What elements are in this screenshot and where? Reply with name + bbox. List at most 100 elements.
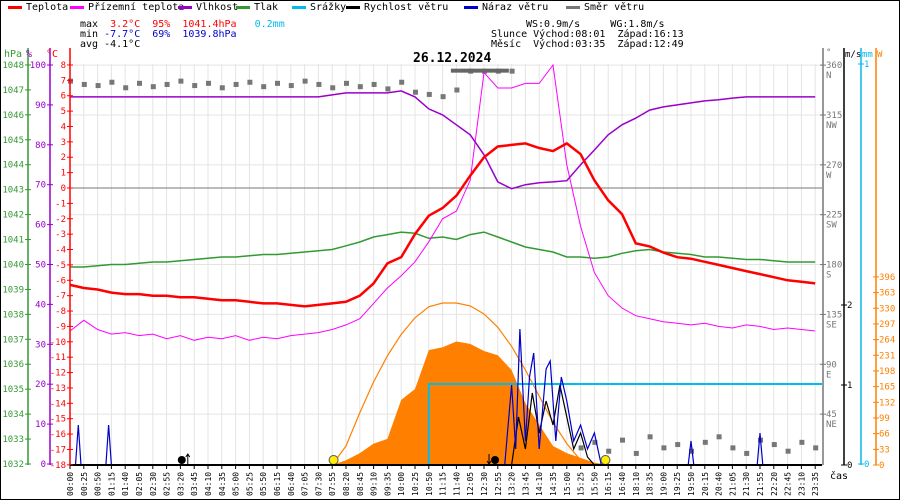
max-rain: 0.2mm (254, 19, 285, 30)
humidity-axis-tick-label: 0 (41, 460, 46, 470)
wind-speed-line (70, 384, 816, 466)
moonset-time: Západ:12:49 (617, 39, 684, 50)
temperature-axis-tick-label: 3 (61, 138, 66, 148)
chart-title: 26.12.2024 (413, 51, 491, 66)
wind-direction-point (813, 445, 819, 451)
temperature-axis-tick-label: -11 (50, 353, 66, 363)
wind-speed-axis-tick-label: 2 (847, 301, 852, 311)
legend-item: Teplota (8, 2, 68, 13)
wind-direction-point (426, 91, 432, 97)
legend-label: Vlhkost (196, 2, 239, 13)
legend-item: Vlhkost (178, 2, 238, 13)
sun-row: Slunce Východ:08:01 Západ:16:13 (491, 29, 684, 40)
wind-direction-point (330, 85, 336, 91)
temperature-axis-tick-label: -16 (50, 430, 66, 440)
x-tick-label: 05:50 (259, 472, 268, 496)
x-tick-label: 06:15 (273, 472, 282, 496)
wind-direction-bar (450, 68, 509, 73)
x-tick-label: 05:25 (245, 472, 254, 496)
moonrise-marker (177, 456, 186, 464)
ground-temperature-line (69, 63, 816, 341)
wind-direction-point (95, 83, 101, 89)
wind-direction-point (288, 83, 294, 89)
x-tick-label: 19:50 (687, 472, 696, 496)
humidity-axis-tick-label: 90 (35, 101, 46, 111)
stats-label: max (80, 19, 99, 30)
temperature-axis-tick-label: 7 (61, 76, 66, 86)
x-tick-label: 23:10 (797, 472, 806, 496)
min-pressure: 1039.8hPa (182, 29, 237, 40)
wind-direction-tick-label: 360 (826, 61, 842, 71)
x-tick-label: 07:05 (301, 472, 310, 496)
compass-label: W (826, 171, 832, 181)
pressure-axis-tick-label: 1045 (2, 136, 24, 146)
humidity-axis-tick-label: 10 (35, 420, 46, 430)
x-tick-label: 09:10 (370, 472, 379, 496)
wind-direction-point (164, 81, 170, 87)
x-tick-label: 06:40 (287, 472, 296, 496)
x-tick-label: 15:25 (577, 472, 586, 496)
wind-direction-point (275, 80, 280, 86)
wind-direction-point (730, 445, 736, 451)
wind-speed-axis-tick-label: 0 (847, 461, 852, 471)
x-tick-label: 04:35 (218, 472, 227, 496)
wind-direction-point (413, 89, 418, 95)
wind-direction-point (578, 445, 584, 451)
legend-label: Směr větru (584, 2, 645, 13)
x-tick-label: 23:35 (811, 472, 820, 496)
sun-label: Slunce (491, 29, 528, 40)
x-tick-label: 10:25 (411, 472, 420, 496)
wind-direction-tick-label: 270 (826, 161, 842, 171)
wind-direction-point (81, 81, 87, 87)
wind-direction-point (150, 84, 156, 90)
x-tick-label: 21:30 (742, 472, 751, 496)
stats-label: min (80, 29, 99, 40)
wind-direction-point (357, 84, 363, 90)
wind-direction-point (744, 450, 750, 456)
temperature-axis-tick-label: -8 (55, 307, 66, 317)
wind-direction-point (247, 79, 253, 85)
wind-direction-point (371, 81, 377, 87)
temperature-axis-tick-label: -2 (55, 215, 66, 225)
legend-swatch (178, 5, 192, 9)
x-tick-label: 20:15 (701, 472, 710, 496)
x-tick-label: 00:00 (66, 472, 75, 496)
legend-swatch (292, 5, 306, 9)
temperature-axis-tick-label: -7 (55, 292, 66, 302)
legend-swatch (346, 5, 360, 9)
pressure-axis-tick-label: 1048 (2, 61, 24, 71)
moon-label: Měsíc (491, 39, 522, 50)
wind-direction-point (178, 78, 184, 84)
legend-label: Rychlost větru (364, 2, 449, 13)
wind-direction-point (702, 439, 708, 445)
pressure-axis-tick-label: 1047 (2, 86, 24, 96)
x-tick-label: 09:35 (383, 472, 392, 496)
legend-swatch (70, 5, 84, 9)
x-tick-label: 10:00 (397, 472, 406, 496)
temperature-axis-tick-label: -6 (55, 276, 66, 286)
humidity-line (70, 90, 816, 190)
x-tick-label: 08:20 (342, 472, 351, 496)
wind-direction-point (675, 442, 681, 448)
x-tick-label: 02:05 (135, 472, 144, 496)
wind-direction-point (771, 442, 777, 448)
sunrise-marker (328, 455, 339, 465)
wind-direction-point (454, 87, 460, 93)
humidity-axis-unit: % (26, 49, 32, 60)
humidity-axis-tick-label: 20 (35, 380, 46, 390)
humidity-axis-tick-label: 70 (35, 181, 46, 191)
x-tick-label: 08:45 (356, 472, 365, 496)
wind-direction-tick-label: 90 (826, 360, 837, 370)
x-tick-label: 19:00 (659, 472, 668, 496)
moonrise-time: Východ:03:35 (533, 39, 606, 50)
rain-axis-unit: mm (862, 50, 873, 60)
wind-direction-point (344, 80, 349, 86)
wind-direction-tick-label: 225 (826, 211, 842, 221)
legend-item: Srážky (292, 2, 346, 13)
x-tick-label: 21:05 (728, 472, 737, 496)
solar-axis-tick-label: 363 (879, 289, 895, 299)
solar-axis-tick-label: 198 (879, 367, 895, 377)
solar-axis-tick-label: 33 (879, 445, 890, 455)
temperature-axis-tick-label: -17 (50, 445, 66, 455)
x-tick-label: 07:30 (314, 472, 323, 496)
